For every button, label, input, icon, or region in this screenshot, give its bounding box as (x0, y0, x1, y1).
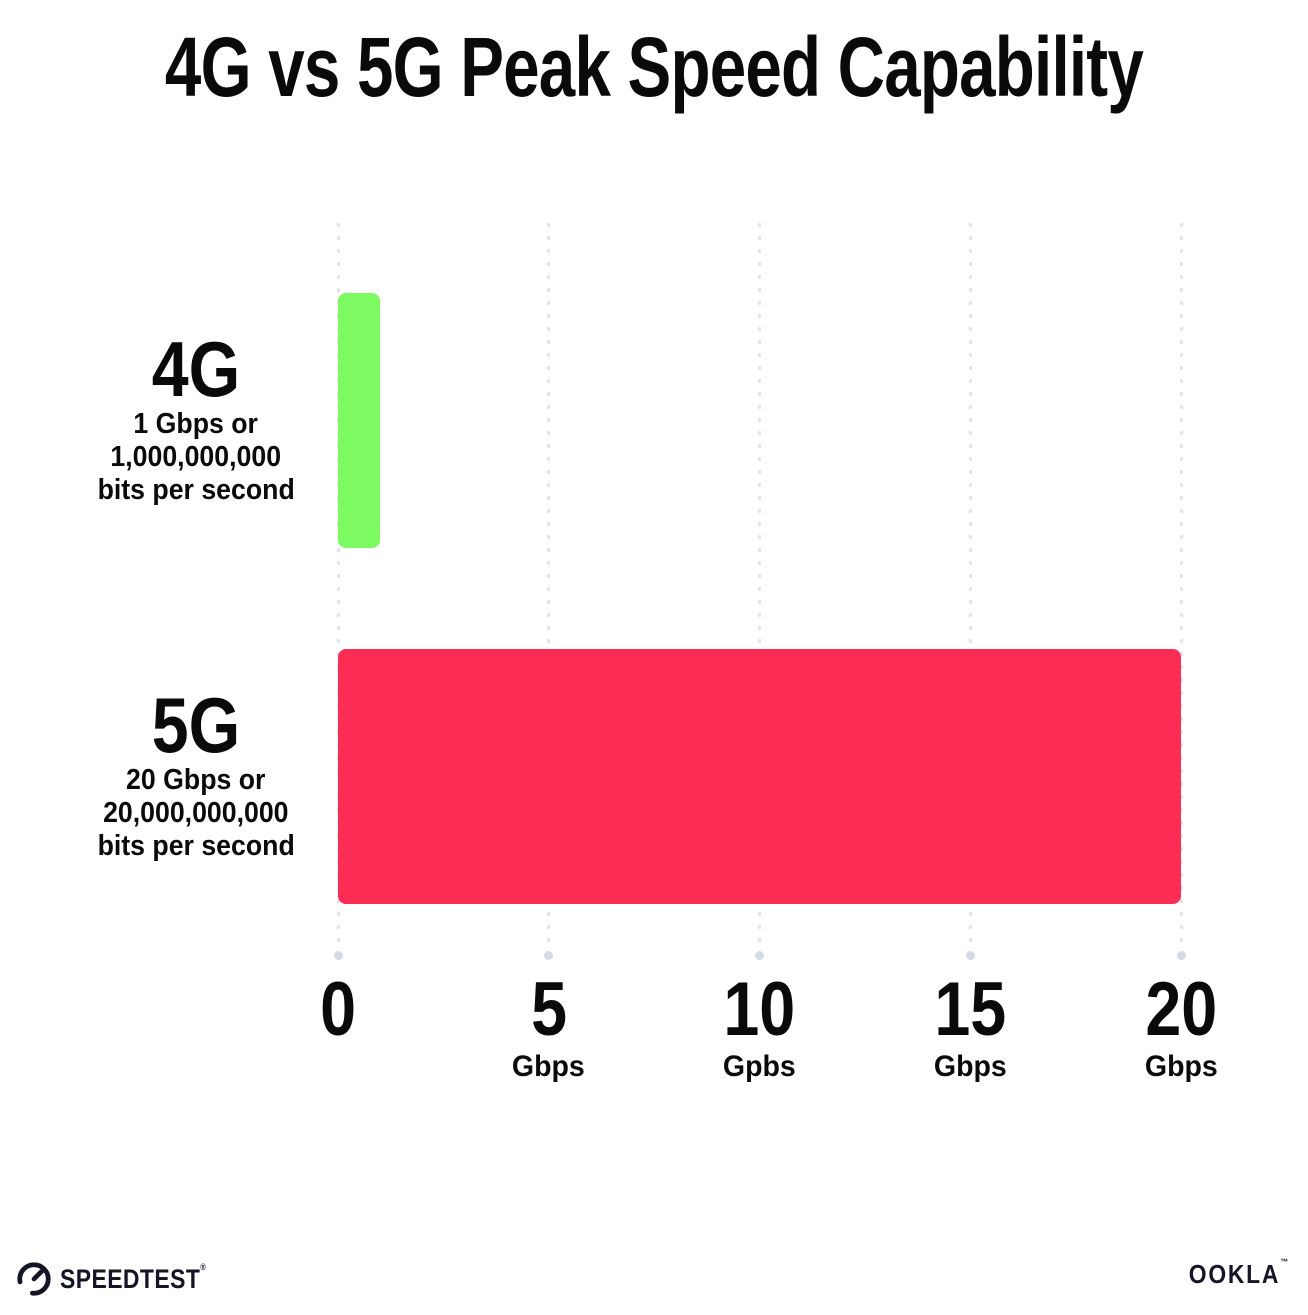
speedtest-logo: SPEEDTEST® (15, 1258, 232, 1300)
category-label-4g: 4G (6, 330, 386, 408)
category-sublabel-4g: 1 Gbps or 1,000,000,000 bits per second (6, 408, 386, 507)
gridline (547, 223, 551, 948)
x-tick-unit: Gbps (820, 1052, 1120, 1082)
gridline-end-dot (1176, 950, 1186, 960)
text: 1 Gbps or (133, 408, 259, 440)
sublabel-line: 1,000,000,000 (6, 441, 386, 474)
text: bits per second (97, 474, 295, 506)
text: bits per second (97, 830, 295, 862)
category-label-5g: 5G (6, 686, 386, 764)
gridline-end-dot (333, 950, 343, 960)
speedometer-gauge-icon (17, 1262, 51, 1296)
category-sublabel-5g: 20 Gbps or 20,000,000,000 bits per second (6, 764, 386, 863)
text: Gpbs (723, 1050, 796, 1083)
gridline (1179, 223, 1183, 948)
x-tick-label: 5 (399, 972, 699, 1048)
gridline-end-dot (965, 950, 975, 960)
x-tick-unit: Gbps (1031, 1052, 1308, 1082)
text: 1,000,000,000 (110, 441, 282, 473)
gridline (758, 223, 761, 948)
speedtest-wordmark: SPEEDTEST® (60, 1261, 207, 1294)
sublabel-line: bits per second (6, 830, 386, 863)
x-tick-label: 15 (820, 972, 1120, 1048)
text: 5G (151, 681, 241, 769)
text: 10 (723, 967, 796, 1052)
x-tick-label: 10 (610, 972, 910, 1048)
text: 4G (151, 325, 241, 413)
x-tick-unit: Gpbs (610, 1052, 910, 1082)
sublabel-line: 1 Gbps or (6, 408, 386, 441)
text: 5 (530, 967, 567, 1052)
text: 20 Gbps or (126, 764, 266, 796)
text: Gbps (933, 1050, 1007, 1083)
ookla-wordmark: OOKLA™ (1188, 1256, 1290, 1289)
bar-5g (338, 649, 1181, 904)
x-tick-unit: Gbps (399, 1052, 699, 1082)
text: Gbps (512, 1050, 586, 1083)
text: Gbps (1144, 1050, 1218, 1083)
text: 15 (934, 967, 1007, 1052)
gridline (336, 223, 340, 948)
registered-mark: ® (200, 1261, 207, 1272)
chart-title: 4G vs 5G Peak Speed Capability (0, 20, 1308, 114)
trademark-mark: ™ (1280, 1256, 1290, 1267)
x-tick-label: 0 (188, 972, 488, 1048)
text: 20,000,000,000 (103, 797, 289, 829)
chart-title-text: 4G vs 5G Peak Speed Capability (164, 20, 1144, 114)
ookla-logo: OOKLA™ (1175, 1256, 1290, 1292)
x-tick-label: 20 (1031, 972, 1308, 1048)
bar-4g (338, 293, 381, 548)
sublabel-line: 20,000,000,000 (6, 797, 386, 830)
sublabel-line: bits per second (6, 474, 386, 507)
sublabel-line: 20 Gbps or (6, 764, 386, 797)
text: 20 (1145, 967, 1217, 1052)
gridline (968, 223, 972, 948)
text: 0 (320, 967, 356, 1052)
gridline-end-dot (544, 950, 554, 960)
gridline-end-dot (755, 950, 764, 960)
